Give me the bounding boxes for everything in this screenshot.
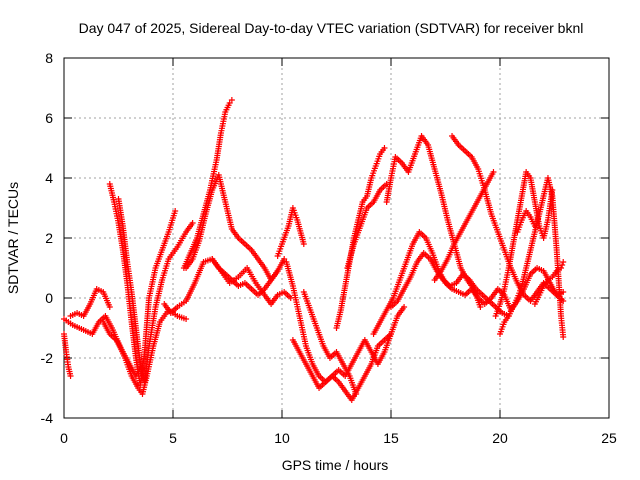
y-tick-label: -2 bbox=[41, 350, 54, 366]
y-tick-label: -4 bbox=[41, 410, 54, 426]
data-point bbox=[558, 265, 565, 271]
series-pass-w bbox=[497, 175, 567, 340]
data-point bbox=[300, 241, 307, 247]
data-point bbox=[490, 169, 497, 175]
data-points bbox=[61, 97, 567, 403]
x-tick-label: 0 bbox=[60, 430, 68, 446]
y-tick-label: 8 bbox=[45, 50, 53, 66]
y-tick-label: 2 bbox=[45, 230, 53, 246]
series-pass-p bbox=[344, 181, 390, 271]
series-pass-u bbox=[431, 169, 497, 283]
series-pass-y bbox=[531, 259, 567, 307]
x-tick-label: 20 bbox=[492, 430, 508, 446]
data-point bbox=[560, 334, 567, 340]
data-point bbox=[106, 304, 113, 310]
x-tick-label: 10 bbox=[274, 430, 290, 446]
data-point bbox=[401, 304, 408, 310]
x-tick-label: 15 bbox=[383, 430, 399, 446]
data-point bbox=[560, 259, 567, 265]
data-point bbox=[183, 316, 190, 322]
series-pass-x bbox=[514, 208, 538, 235]
data-point bbox=[172, 208, 179, 214]
data-point bbox=[353, 391, 360, 397]
series-pass-j bbox=[209, 256, 288, 298]
y-tick-label: 4 bbox=[45, 170, 53, 186]
y-axis-label: SDTVAR / TECUs bbox=[5, 182, 21, 294]
series-pass-h bbox=[180, 97, 235, 271]
x-tick-label: 5 bbox=[169, 430, 177, 446]
series-pass-g bbox=[161, 256, 294, 316]
y-tick-label: 0 bbox=[45, 290, 53, 306]
series-pass-v bbox=[492, 169, 556, 319]
x-tick-label: 25 bbox=[601, 430, 617, 446]
series-pass-n bbox=[300, 289, 360, 397]
series-pass-s bbox=[388, 250, 512, 319]
data-point bbox=[381, 145, 388, 151]
series-pass-f bbox=[115, 196, 196, 385]
chart-title: Day 047 of 2025, Sidereal Day-to-day VTE… bbox=[79, 20, 584, 36]
data-point bbox=[67, 373, 74, 379]
series-pass-b bbox=[61, 331, 74, 379]
data-point bbox=[228, 97, 235, 103]
axis-ticks: 0 5 10 15 20 25 -4 -2 0 2 4 6 8 bbox=[41, 50, 617, 446]
series-pass-m bbox=[289, 331, 394, 403]
series-pass-c bbox=[67, 286, 113, 319]
y-tick-label: 6 bbox=[45, 110, 53, 126]
data-point bbox=[531, 223, 538, 229]
data-point bbox=[559, 262, 566, 268]
x-axis-label: GPS time / hours bbox=[282, 457, 389, 473]
data-point bbox=[189, 220, 196, 226]
data-point bbox=[388, 331, 394, 337]
series-pass-k bbox=[274, 205, 307, 259]
series-pass-e bbox=[106, 181, 179, 388]
series-pass-i bbox=[183, 172, 281, 283]
data-point bbox=[477, 304, 484, 310]
